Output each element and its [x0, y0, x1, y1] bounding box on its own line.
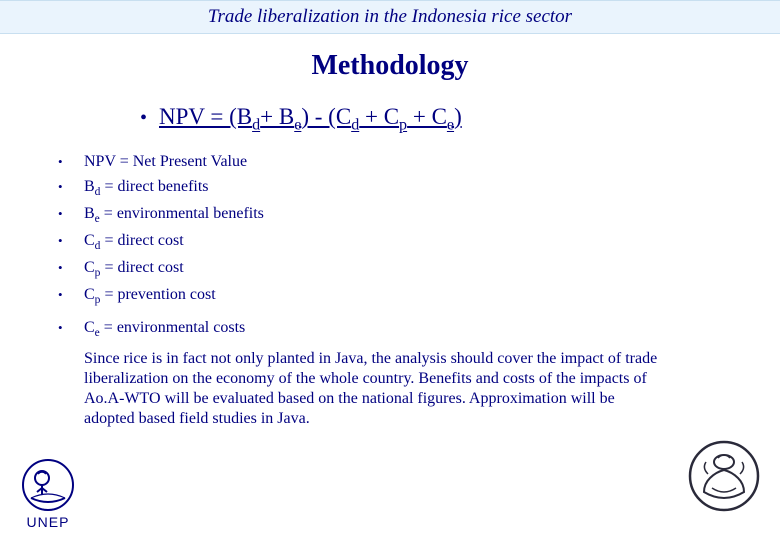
formula-row: • NPV = (Bd+ Be) - (Cd + Cp + Ce)	[0, 104, 780, 135]
definition-text: Ce = environmental costs	[84, 319, 245, 339]
formula-sub: p	[399, 117, 407, 134]
definition-item: •Be = environmental benefits	[58, 205, 740, 225]
university-icon	[688, 440, 760, 512]
definition-item: •Bd = direct benefits	[58, 178, 740, 198]
formula-part: NPV = (B	[159, 104, 252, 129]
formula-sub: e	[447, 117, 454, 134]
formula-part: ) - (C	[301, 104, 351, 129]
bullet-icon: •	[58, 261, 84, 274]
formula-sub: d	[252, 117, 260, 134]
definition-text: Cp = prevention cost	[84, 286, 216, 306]
definition-item: •NPV = Net Present Value	[58, 153, 740, 171]
definition-item: •Cd = direct cost	[58, 232, 740, 252]
formula-part: + C	[407, 104, 447, 129]
bullet-icon: •	[58, 321, 84, 334]
header-title: Trade liberalization in the Indonesia ri…	[208, 6, 572, 28]
definition-item: •Cp = prevention cost	[58, 286, 740, 306]
header-bar: Trade liberalization in the Indonesia ri…	[0, 0, 780, 34]
bullet-icon: •	[58, 234, 84, 247]
definitions-list: •NPV = Net Present Value•Bd = direct ben…	[0, 153, 780, 339]
unep-icon	[21, 458, 75, 512]
formula-part: )	[454, 104, 462, 129]
formula-part: + C	[359, 104, 399, 129]
bullet-icon: •	[140, 107, 147, 130]
definition-text: Bd = direct benefits	[84, 178, 209, 198]
formula-part: + B	[260, 104, 294, 129]
definition-item: •Ce = environmental costs	[58, 319, 740, 339]
unep-logo: UNEP	[14, 458, 82, 530]
section-title: Methodology	[0, 50, 780, 82]
definition-item: •Cp = direct cost	[58, 259, 740, 279]
bullet-icon: •	[58, 207, 84, 220]
bullet-icon: •	[58, 288, 84, 301]
definition-text: Be = environmental benefits	[84, 205, 264, 225]
definition-text: Cd = direct cost	[84, 232, 184, 252]
body-paragraph: Since rice is in fact not only planted i…	[0, 349, 780, 429]
unep-label: UNEP	[14, 514, 82, 530]
bullet-icon: •	[58, 155, 84, 168]
university-logo	[688, 440, 760, 512]
definition-text: Cp = direct cost	[84, 259, 184, 279]
bullet-icon: •	[58, 180, 84, 193]
definition-text: NPV = Net Present Value	[84, 153, 247, 171]
formula-text: NPV = (Bd+ Be) - (Cd + Cp + Ce)	[159, 104, 462, 135]
